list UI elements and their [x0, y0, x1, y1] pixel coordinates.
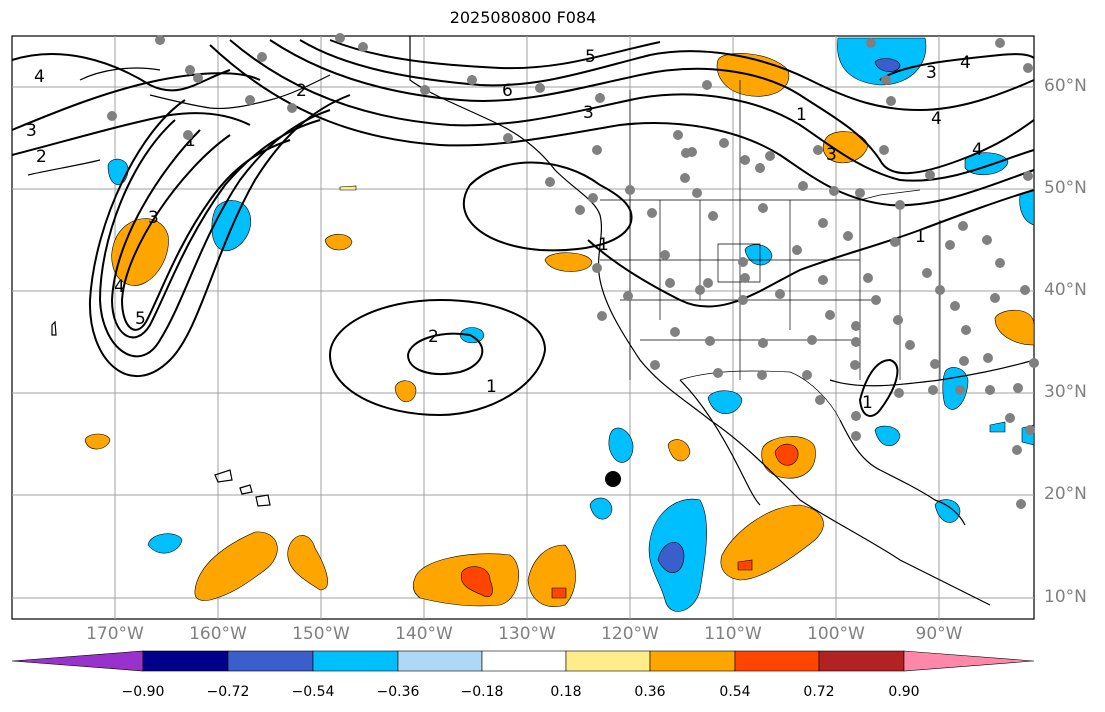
contour-label-group: 5 6 3 4 3 4 1 2 3 2 3 4 5 2 1 1 4 3 1 1 …	[26, 47, 983, 413]
colorbar-tick-label: 0.36	[634, 684, 666, 700]
contour-label: 1	[862, 393, 873, 413]
contour-label: 5	[585, 47, 596, 67]
colorbar-tick-label: −0.72	[206, 684, 250, 700]
contour-label: 2	[36, 147, 47, 167]
lon-label: 140°W	[395, 624, 453, 644]
contour-label: 4	[34, 67, 45, 87]
colorbar-tick-label: 0.54	[719, 684, 751, 700]
contour-label: 2	[296, 81, 307, 101]
lon-label: 100°W	[807, 624, 865, 644]
colorbar-tick-label: −0.90	[121, 684, 165, 700]
location-marker	[605, 471, 621, 487]
contour-label: 1	[486, 377, 497, 397]
colorbar-tick-label: −0.54	[291, 684, 335, 700]
lat-label: 10°N	[1044, 587, 1087, 607]
contour-label: 3	[583, 103, 594, 123]
contour-label: 1	[796, 105, 807, 125]
contour-label: 3	[26, 121, 37, 141]
colorbar-tick-label: −0.18	[460, 684, 504, 700]
lon-label: 150°W	[292, 624, 350, 644]
contour-label: 4	[960, 53, 971, 73]
lat-label: 20°N	[1044, 484, 1087, 504]
contour-label: 4	[114, 277, 125, 297]
map-title: 2025080800 F084	[449, 8, 597, 27]
lat-label: 50°N	[1044, 178, 1087, 198]
colorbar-tick-label: 0.90	[888, 684, 920, 700]
contour-label: 4	[972, 140, 983, 160]
contour-label: 6	[502, 81, 513, 101]
lon-label: 170°W	[86, 624, 144, 644]
contour-lines	[11, 39, 1035, 417]
lon-label: 90°W	[915, 624, 963, 644]
contour-label: 3	[926, 63, 937, 83]
contour-label: 3	[148, 208, 159, 228]
lat-label: 30°N	[1044, 382, 1087, 402]
map-frame	[11, 35, 1035, 620]
contour-label: 1	[185, 131, 196, 151]
contour-label: 2	[428, 327, 439, 347]
lon-label: 160°W	[189, 624, 247, 644]
colorbar	[11, 650, 1035, 672]
coastlines	[27, 36, 1035, 606]
lon-label: 120°W	[601, 624, 659, 644]
colorbar-tick-label: 0.72	[803, 684, 835, 700]
contour-label: 3	[826, 145, 837, 165]
lon-label: 110°W	[704, 624, 762, 644]
lat-label: 60°N	[1044, 76, 1087, 96]
colorbar-tick-label: 0.18	[550, 684, 582, 700]
borders	[600, 80, 941, 421]
contour-label: 1	[915, 227, 926, 247]
station-dots	[107, 33, 1039, 509]
contour-label: 1	[598, 235, 609, 255]
colorbar-tick-label: −0.36	[376, 684, 420, 700]
contour-label: 4	[931, 109, 942, 129]
lon-label: 130°W	[498, 624, 556, 644]
lat-label: 40°N	[1044, 280, 1087, 300]
gridlines	[12, 36, 1034, 619]
contour-label: 5	[135, 309, 146, 329]
